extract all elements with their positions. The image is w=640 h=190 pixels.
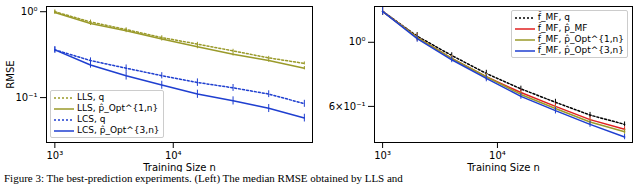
html-text:f̂_MF, q: f̂_MF, q xyxy=(537,12,570,22)
svg-text:RMSE: RMSE xyxy=(5,60,16,88)
html-text:LLS, p̂_Opt^{1,n}: LLS, p̂_Opt^{1,n} xyxy=(77,103,159,113)
html-text:LCS, p̂_Opt^{3,n}: LCS, p̂_Opt^{3,n} xyxy=(77,125,160,135)
svg-text:10⁴: 10⁴ xyxy=(165,150,182,161)
svg-text:Training Size n: Training Size n xyxy=(142,162,216,173)
svg-text:Training Size n: Training Size n xyxy=(466,162,540,173)
svg-text:10⁰: 10⁰ xyxy=(21,6,38,17)
svg-text:6×10⁻¹: 6×10⁻¹ xyxy=(329,101,366,112)
html-text:LCS, q: LCS, q xyxy=(77,114,106,124)
html-text:f̂_MF, p̂_Opt^{1,n}: f̂_MF, p̂_Opt^{1,n} xyxy=(537,34,624,44)
svg-text:10⁴: 10⁴ xyxy=(489,150,506,161)
svg-text:10³: 10³ xyxy=(374,150,391,161)
svg-text:10⁻¹: 10⁻¹ xyxy=(15,92,37,103)
html-text:f̂_MF, p̂_MF: f̂_MF, p̂_MF xyxy=(537,23,588,33)
html-text:f̂_MF, p̂_Opt^{3,n}: f̂_MF, p̂_Opt^{3,n} xyxy=(537,45,624,55)
html-text:LLS, q: LLS, q xyxy=(77,92,105,102)
svg-text:10⁰: 10⁰ xyxy=(349,36,366,47)
svg-text:10³: 10³ xyxy=(46,150,63,161)
html-text:Figure 3: The best-prediction: Figure 3: The best-prediction experiment… xyxy=(4,172,403,184)
